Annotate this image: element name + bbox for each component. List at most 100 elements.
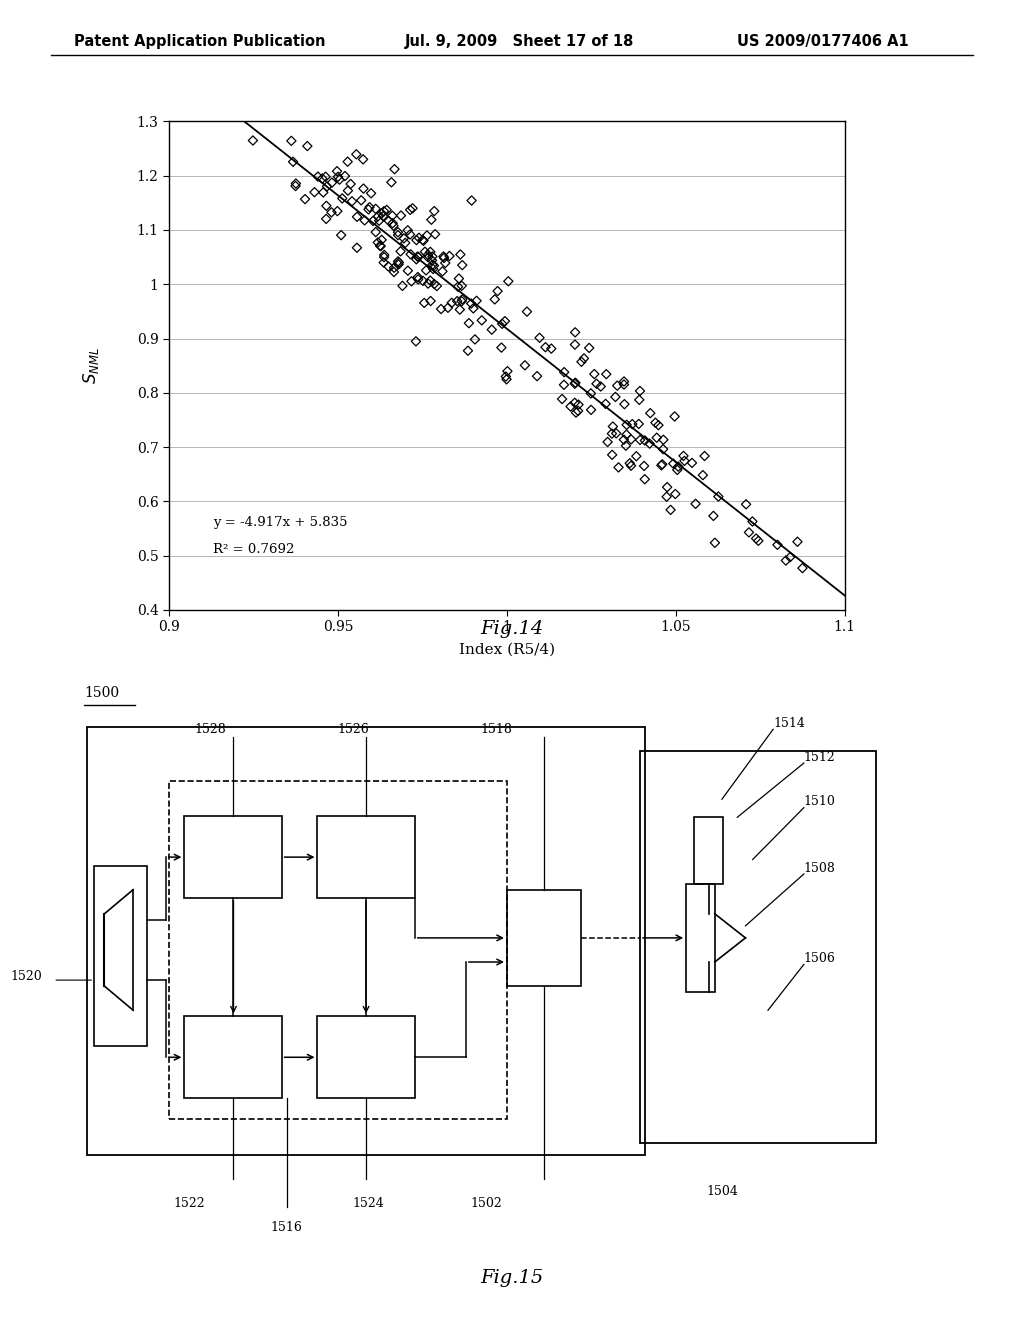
Point <box>356 210 373 231</box>
Point <box>353 190 370 211</box>
Point <box>460 341 476 362</box>
Point <box>420 247 436 268</box>
Point <box>583 400 599 421</box>
Point <box>395 228 412 249</box>
Point <box>285 152 301 173</box>
Point <box>669 459 685 480</box>
Point <box>519 301 536 322</box>
Point <box>498 366 514 387</box>
Point <box>566 334 583 355</box>
Point <box>499 368 515 389</box>
Point <box>623 455 639 477</box>
Point <box>597 393 613 414</box>
Text: R² = 0.7692: R² = 0.7692 <box>213 543 294 556</box>
Point <box>528 366 545 387</box>
Point <box>426 255 442 276</box>
Point <box>365 210 381 231</box>
Point <box>422 271 438 292</box>
Point <box>315 182 332 203</box>
Point <box>318 176 335 197</box>
Point <box>309 166 326 187</box>
Bar <box>184 1016 282 1098</box>
Point <box>393 205 410 226</box>
Point <box>349 238 366 259</box>
Bar <box>184 816 282 898</box>
Point <box>667 407 683 428</box>
Point <box>609 375 626 396</box>
Point <box>451 268 467 289</box>
Point <box>390 251 407 272</box>
Point <box>337 165 353 186</box>
Point <box>423 209 439 230</box>
Point <box>420 244 436 265</box>
Point <box>429 276 445 297</box>
Point <box>427 223 443 244</box>
Point <box>435 246 452 267</box>
Point <box>409 248 425 269</box>
Point <box>566 392 583 413</box>
Bar <box>87 727 645 1155</box>
Point <box>452 300 468 321</box>
Point <box>390 224 407 246</box>
Point <box>386 158 402 180</box>
Point <box>434 261 451 282</box>
Point <box>648 428 665 449</box>
Point <box>589 374 605 395</box>
Point <box>381 210 397 231</box>
Point <box>355 149 372 170</box>
Point <box>795 557 811 578</box>
Text: 1528: 1528 <box>194 723 226 737</box>
Text: 1504: 1504 <box>706 1185 738 1197</box>
Point <box>658 486 675 507</box>
Point <box>425 259 441 280</box>
Bar <box>317 1016 415 1098</box>
Point <box>618 414 635 436</box>
Point <box>658 477 675 498</box>
Text: 1516: 1516 <box>270 1221 303 1234</box>
Point <box>711 486 727 507</box>
Text: Fig.15: Fig.15 <box>480 1269 544 1287</box>
Point <box>486 289 503 310</box>
Point <box>410 269 426 290</box>
Point <box>624 413 640 434</box>
Point <box>392 240 409 261</box>
Point <box>424 246 440 267</box>
Text: 1510: 1510 <box>804 795 836 808</box>
Point <box>500 271 516 292</box>
Point <box>437 252 454 273</box>
Point <box>500 360 516 381</box>
Point <box>567 322 584 343</box>
Point <box>631 389 647 411</box>
Point <box>463 293 479 314</box>
Point <box>575 348 592 370</box>
Point <box>566 374 583 395</box>
Text: 1518: 1518 <box>480 723 513 737</box>
Text: US 2009/0177406 A1: US 2009/0177406 A1 <box>737 34 909 49</box>
Point <box>618 424 635 445</box>
Point <box>399 219 416 240</box>
Point <box>599 432 615 453</box>
Point <box>554 388 570 409</box>
Point <box>655 429 672 450</box>
Point <box>415 230 431 251</box>
Point <box>464 190 480 211</box>
Point <box>297 189 313 210</box>
Point <box>684 453 700 474</box>
Point <box>653 455 670 477</box>
Point <box>777 550 794 572</box>
Point <box>676 450 692 471</box>
Point <box>371 210 387 231</box>
Point <box>424 255 440 276</box>
Bar <box>686 883 715 993</box>
Point <box>655 438 672 459</box>
Bar <box>317 816 415 898</box>
Point <box>642 403 658 424</box>
Point <box>329 201 345 222</box>
Point <box>586 363 602 384</box>
Point <box>330 166 346 187</box>
Point <box>668 483 684 504</box>
Point <box>386 261 402 282</box>
Point <box>454 289 470 310</box>
Text: Jul. 9, 2009   Sheet 17 of 18: Jul. 9, 2009 Sheet 17 of 18 <box>404 34 634 49</box>
Point <box>443 292 460 313</box>
